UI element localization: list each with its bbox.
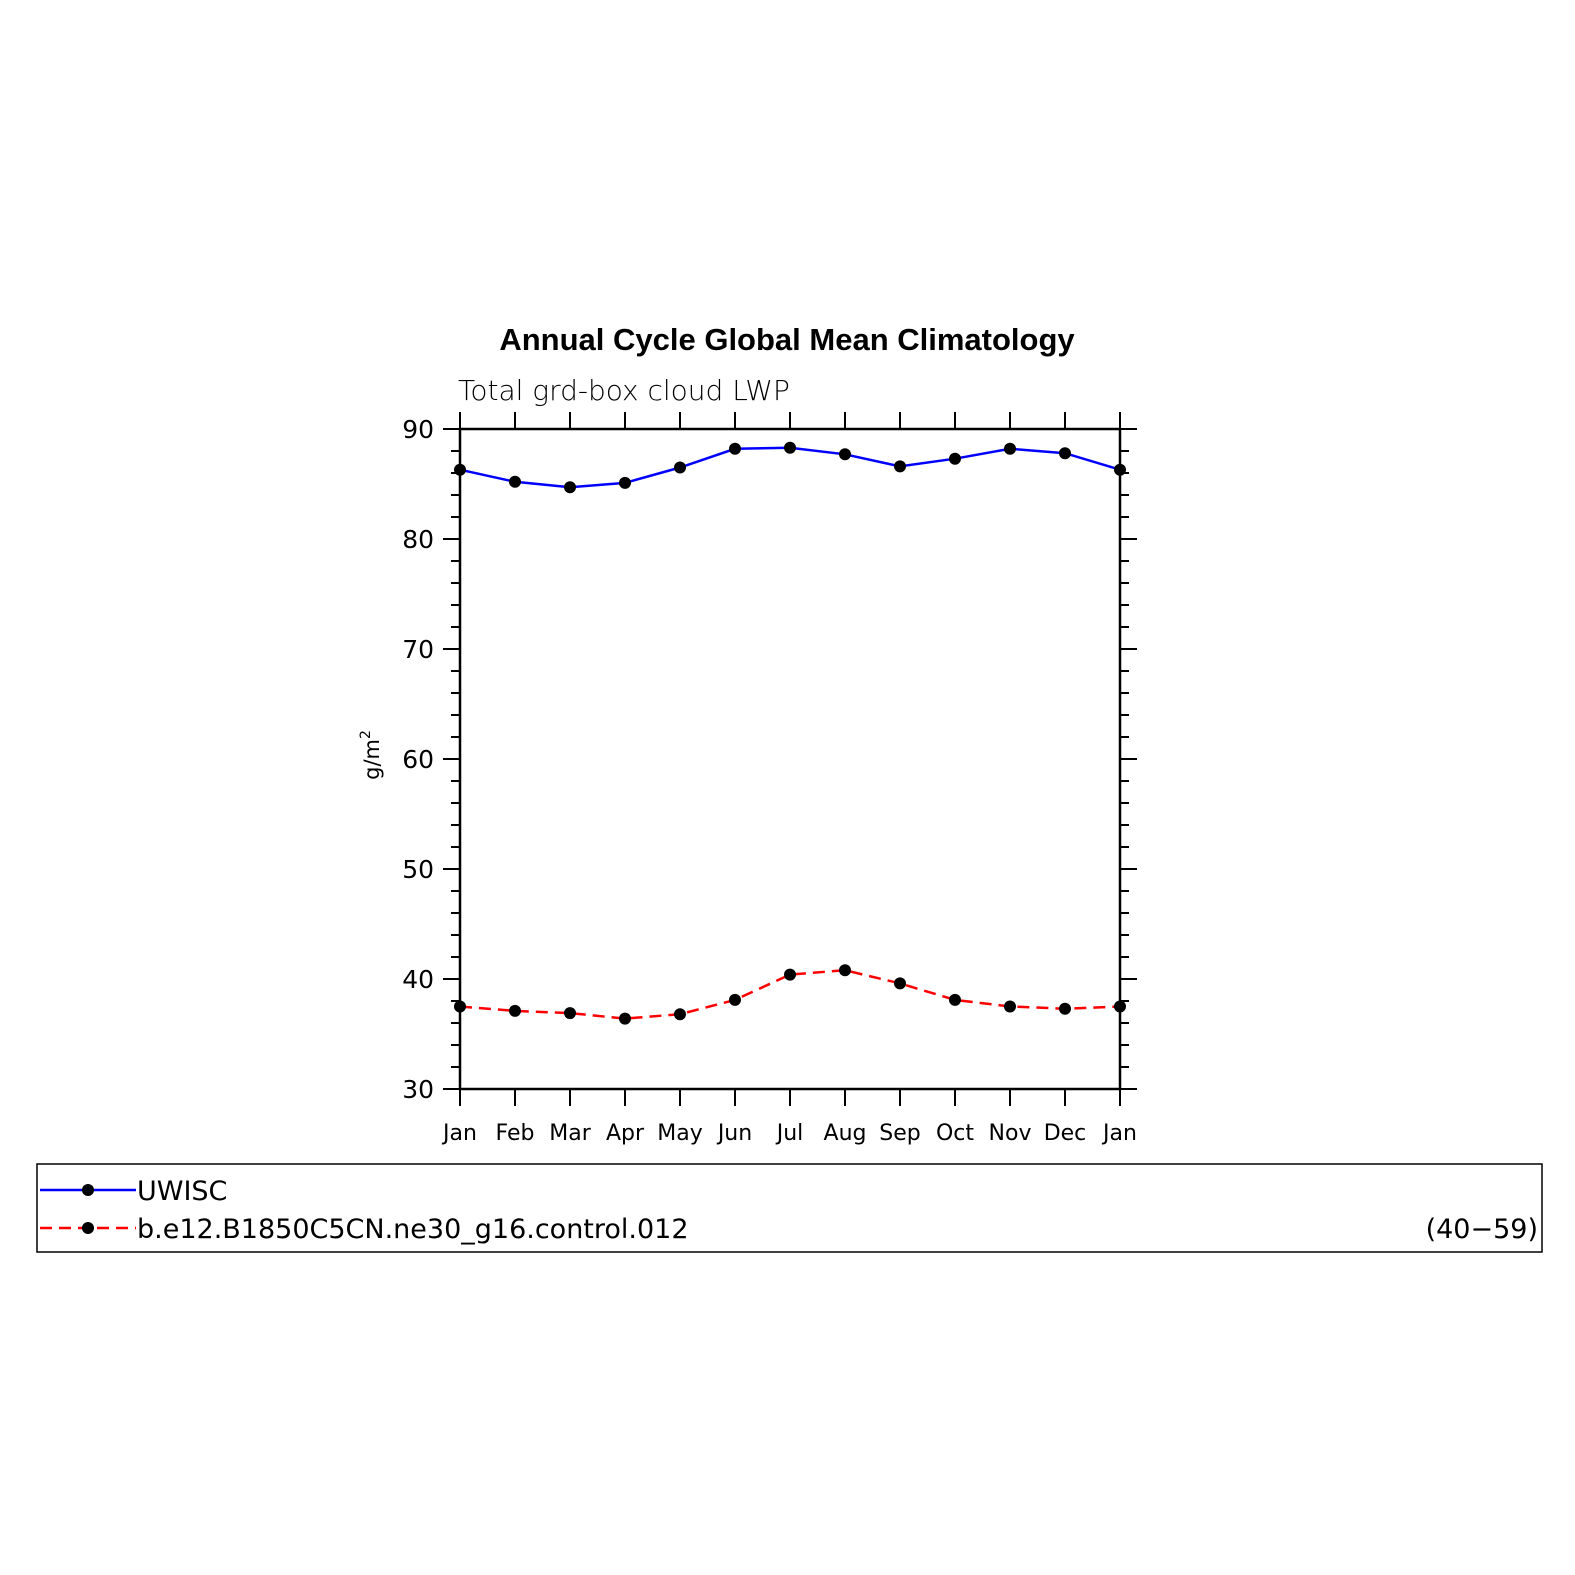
- x-tick-label: Dec: [1044, 1121, 1087, 1146]
- x-tick-label: Sep: [879, 1121, 920, 1146]
- x-tick-label: Jan: [1101, 1121, 1137, 1146]
- series-0-point: [949, 452, 961, 465]
- series-0-point: [839, 448, 851, 461]
- series-1-point: [1114, 1000, 1126, 1013]
- series-0-point: [1004, 442, 1016, 455]
- x-tick-label: Nov: [989, 1121, 1032, 1146]
- series-0-point: [454, 463, 466, 476]
- x-tick-label: Jun: [716, 1121, 752, 1146]
- series-1-point: [729, 993, 741, 1006]
- series-1-point: [509, 1004, 521, 1017]
- series-1-point: [674, 1008, 686, 1021]
- chart-subtitle: Total grd-box cloud LWP: [458, 374, 790, 407]
- series-layer: [454, 441, 1126, 1025]
- legend: UWISC b.e12.B1850C5CN.ne30_g16.control.01…: [36, 1163, 1543, 1253]
- x-tick-label: Mar: [549, 1121, 591, 1146]
- x-tick-label: Jul: [775, 1121, 804, 1146]
- legend-marker-0: [82, 1184, 94, 1196]
- x-tick-label: Feb: [496, 1121, 535, 1146]
- x-tick-label: Aug: [824, 1121, 867, 1146]
- chart-title: Annual Cycle Global Mean Climatology: [499, 322, 1075, 357]
- y-tick-label: 40: [402, 965, 434, 994]
- series-1-point: [784, 968, 796, 981]
- legend-entries: UWISC b.e12.B1850C5CN.ne30_g16.control.01…: [40, 1176, 689, 1245]
- series-1-point: [949, 993, 961, 1006]
- series-1-point: [564, 1007, 576, 1020]
- y-tick-label: 60: [402, 745, 434, 774]
- legend-box: [36, 1163, 1543, 1253]
- series-1-point: [619, 1012, 631, 1025]
- series-1-point: [454, 1000, 466, 1013]
- series-0-point: [674, 461, 686, 474]
- legend-marker-1: [82, 1222, 94, 1234]
- y-tick-label: 70: [402, 635, 434, 664]
- y-tick-label: 50: [402, 855, 434, 884]
- y-axis-label: g/m2: [358, 730, 384, 780]
- x-tick-label: Apr: [606, 1121, 645, 1146]
- series-0-point: [894, 460, 906, 473]
- y-tick-label: 30: [402, 1075, 434, 1104]
- x-tick-label: May: [657, 1121, 702, 1146]
- plot-frame: [458, 427, 1122, 1091]
- series-1-point: [1004, 1000, 1016, 1013]
- y-tick-label: 90: [402, 415, 434, 444]
- x-axis: Jan Feb Mar Apr May Jun Jul Aug Sep Oct Nov Dec Jan: [441, 412, 1137, 1146]
- x-tick-label: Jan: [441, 1121, 477, 1146]
- series-0-point: [619, 476, 631, 489]
- plot-border: [458, 427, 1122, 1091]
- series-0-point: [1059, 447, 1071, 460]
- x-tick-label: Oct: [936, 1121, 974, 1146]
- series-0-point: [784, 441, 796, 454]
- series-1-point: [1059, 1002, 1071, 1015]
- legend-annotation: (40−59): [1426, 1214, 1538, 1245]
- series-0-point: [1114, 463, 1126, 476]
- y-axis: 30 40 50 60 70 80 90: [402, 415, 1137, 1104]
- legend-label-1: b.e12.B1850C5CN.ne30_g16.control.012: [137, 1214, 689, 1245]
- series-0-point: [509, 475, 521, 488]
- y-tick-label: 80: [402, 525, 434, 554]
- y-axis-label-superscript: 2: [358, 730, 374, 739]
- series-1-point: [839, 964, 851, 977]
- series-0-point: [564, 481, 576, 494]
- series-1-point: [894, 977, 906, 990]
- series-0-point: [729, 442, 741, 455]
- legend-label-0: UWISC: [137, 1176, 227, 1207]
